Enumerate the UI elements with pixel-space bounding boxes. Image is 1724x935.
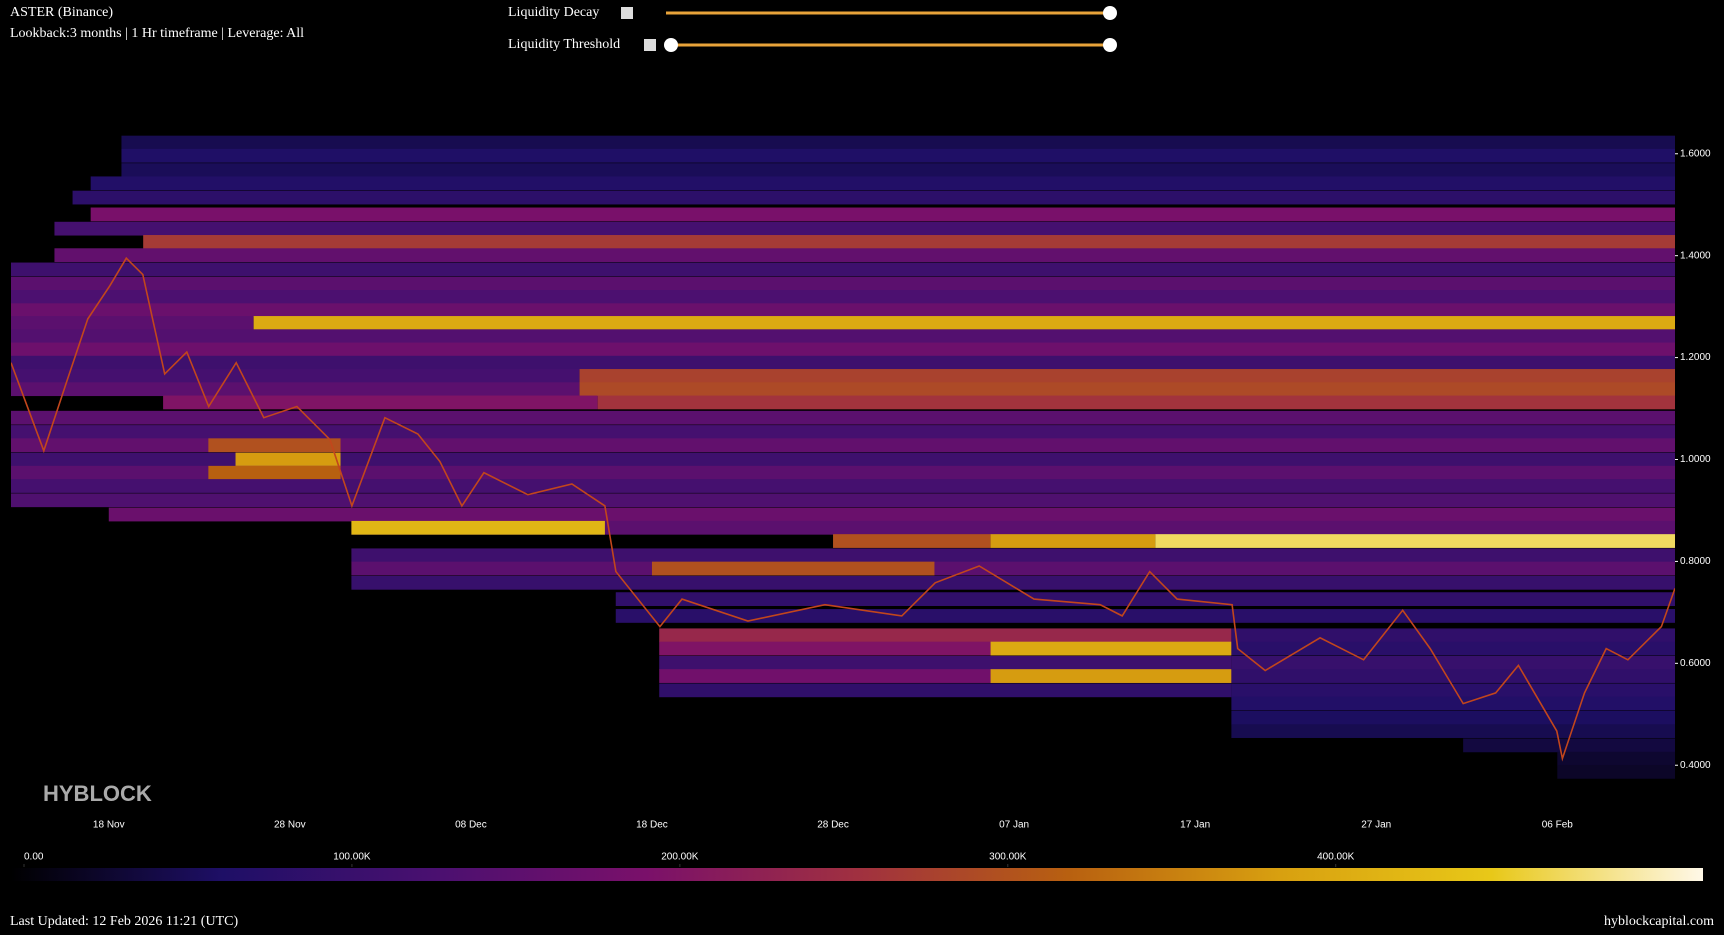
- brand: HYBLOCK: [43, 781, 152, 806]
- heat-cell: [11, 290, 1675, 304]
- heat-cell: [11, 355, 1675, 370]
- heat-cell: [990, 534, 1156, 548]
- x-tick-label: 18 Dec: [636, 820, 668, 831]
- heat-cell: [1231, 724, 1675, 738]
- heat-cell: [597, 395, 1675, 410]
- price-line: [11, 256, 1675, 762]
- x-tick-label: 17 Jan: [1180, 820, 1210, 831]
- x-tick-label: 08 Dec: [455, 820, 487, 831]
- heat-cell: [108, 507, 1675, 522]
- heat-cell: [833, 534, 991, 548]
- heat-cell: [1231, 683, 1675, 698]
- heat-cell: [253, 316, 1675, 330]
- y-tick-label: 1.6000: [1680, 148, 1711, 159]
- heat-cell: [90, 207, 1675, 222]
- heat-cell: [143, 235, 1675, 249]
- heat-cell: [121, 163, 1675, 177]
- icon: [644, 39, 656, 51]
- y-tick-label: 0.6000: [1680, 658, 1711, 669]
- x-tick-label: 28 Nov: [274, 820, 306, 831]
- heat-cell: [1557, 751, 1675, 766]
- y-tick-label: 1.4000: [1680, 250, 1711, 261]
- heat-cell: [11, 465, 1675, 480]
- heat-cell: [1557, 764, 1675, 779]
- x-tick-label: 06 Feb: [1542, 820, 1574, 831]
- heat-cell: [90, 176, 1675, 191]
- x-tick-label: 27 Jan: [1361, 820, 1391, 831]
- y-tick-label: 0.4000: [1680, 760, 1711, 771]
- heat-cell: [1155, 534, 1675, 548]
- heat-cell: [54, 221, 1675, 236]
- heat-cell: [351, 548, 1675, 563]
- control-label: Liquidity Decay: [508, 5, 599, 20]
- x-tick-label: 07 Jan: [999, 820, 1029, 831]
- heat-cell: [615, 592, 1675, 607]
- heat-cell: [11, 438, 1675, 453]
- heat-cell: [11, 329, 1675, 344]
- heat-cell: [11, 369, 580, 383]
- heat-cell: [1231, 696, 1675, 711]
- heat-cell: [579, 382, 1675, 397]
- site: hyblockcapital.com: [1604, 914, 1714, 929]
- heat-cell: [235, 452, 341, 467]
- heat-cell: [659, 628, 1232, 643]
- x-tick-label: 28 Dec: [817, 820, 849, 831]
- heat-cell: [351, 520, 605, 535]
- colorbar: [11, 868, 1703, 881]
- heat-cell: [11, 262, 1675, 277]
- heat-cell: [990, 641, 1232, 656]
- icon: [621, 7, 633, 19]
- heat-cell: [11, 425, 1675, 439]
- heat-cell: [651, 561, 935, 576]
- heat-cell: [11, 316, 254, 330]
- slider-knob[interactable]: [664, 38, 678, 52]
- heat-cell: [659, 683, 1232, 698]
- heat-cell: [11, 276, 1675, 291]
- heat-cell: [990, 669, 1232, 683]
- heat-cell: [163, 395, 598, 410]
- subtitle: Lookback:3 months | 1 Hr timeframe | Lev…: [10, 26, 304, 41]
- heat-cell: [659, 655, 1232, 670]
- heat-cell: [11, 303, 1675, 318]
- colorbar-label: 300.00K: [989, 852, 1027, 863]
- heat-cell: [208, 438, 341, 453]
- slider-knob[interactable]: [1103, 38, 1117, 52]
- heat-cell: [1231, 710, 1675, 725]
- heat-cell: [351, 520, 1675, 535]
- heatmap: [11, 135, 1675, 779]
- heat-cell: [11, 479, 1675, 493]
- control-label: Liquidity Threshold: [508, 37, 620, 52]
- colorbar-label: 0.00: [24, 852, 44, 863]
- y-tick-label: 0.8000: [1680, 556, 1711, 567]
- heat-cell: [54, 248, 1675, 263]
- heat-cell: [11, 452, 1675, 467]
- heat-cell: [1463, 738, 1675, 753]
- heat-cell: [208, 465, 341, 480]
- x-tick-label: 18 Nov: [93, 820, 125, 831]
- heat-cell: [351, 561, 1675, 576]
- heat-cell: [1231, 669, 1675, 683]
- heat-cell: [579, 369, 1675, 383]
- heat-cell: [121, 135, 1675, 150]
- heat-cell: [11, 410, 1675, 425]
- y-tick-label: 1.0000: [1680, 454, 1711, 465]
- title: ASTER (Binance): [10, 5, 113, 20]
- heat-cell: [121, 148, 1675, 163]
- heat-cell: [1231, 628, 1675, 643]
- last-updated: Last Updated: 12 Feb 2026 11:21 (UTC): [10, 914, 238, 929]
- colorbar-label: 200.00K: [661, 852, 699, 863]
- y-tick-label: 1.2000: [1680, 352, 1711, 363]
- heat-cell: [1231, 641, 1675, 656]
- heat-cell: [1231, 655, 1675, 670]
- heat-cell: [11, 382, 580, 397]
- colorbar-label: 100.00K: [333, 852, 371, 863]
- heat-cell: [11, 493, 1675, 508]
- slider-knob[interactable]: [1103, 6, 1117, 20]
- colorbar-label: 400.00K: [1317, 852, 1355, 863]
- heat-cell: [351, 575, 1675, 590]
- heat-cell: [72, 190, 1675, 205]
- heat-cell: [11, 342, 1675, 357]
